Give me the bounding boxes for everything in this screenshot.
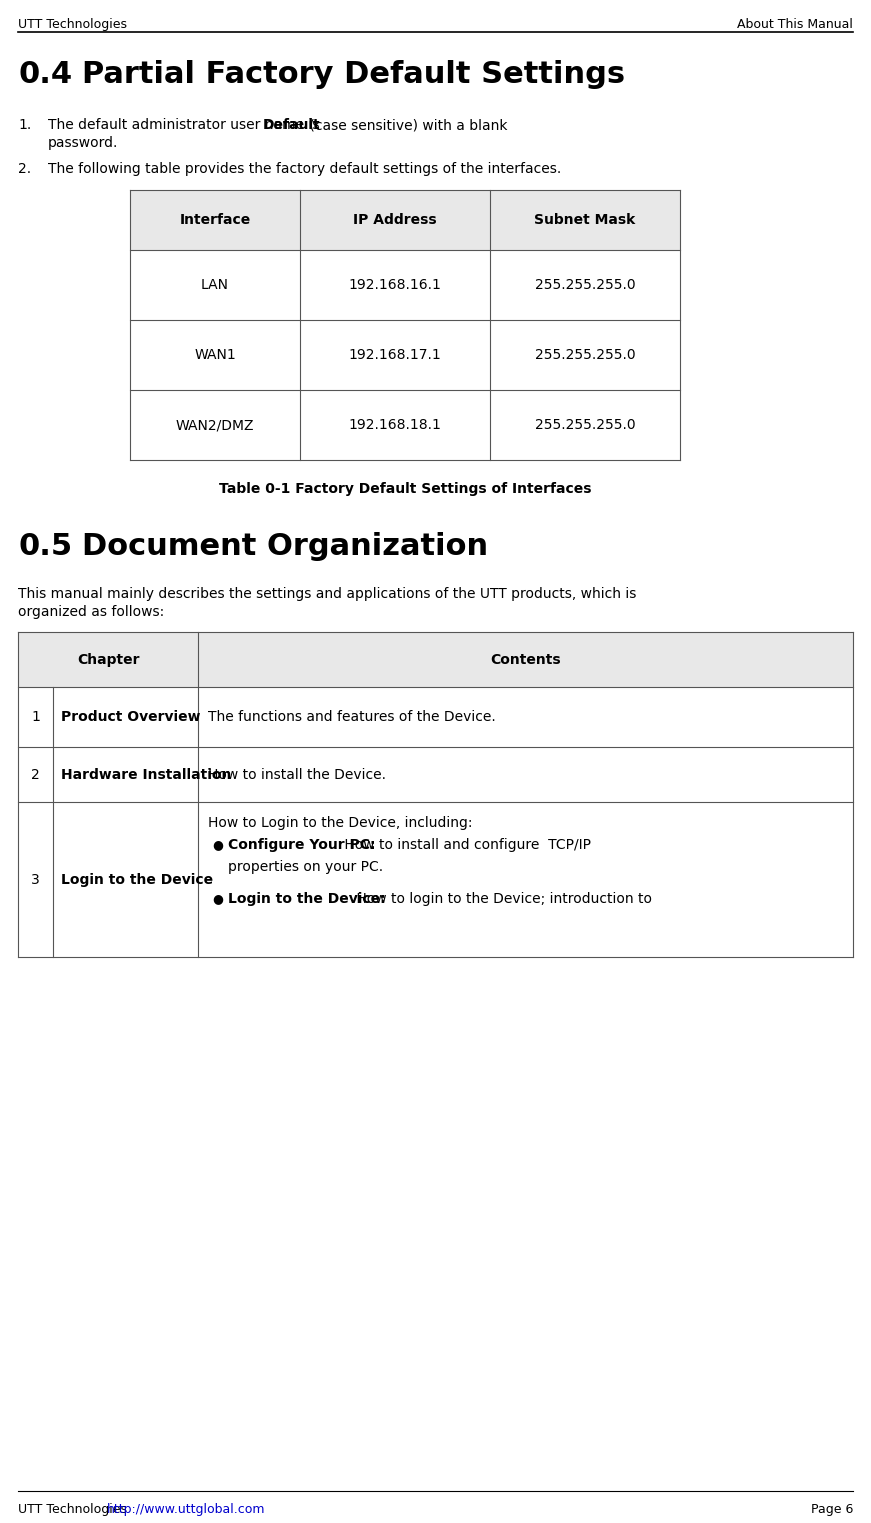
Text: Product Overview: Product Overview — [61, 710, 200, 723]
Text: organized as follows:: organized as follows: — [18, 605, 165, 618]
Bar — [18, 632, 853, 687]
Text: 192.168.17.1: 192.168.17.1 — [348, 347, 442, 362]
Text: UTT Technologies: UTT Technologies — [18, 18, 127, 30]
Text: properties on your PC.: properties on your PC. — [228, 860, 383, 874]
Text: The following table provides the factory default settings of the interfaces.: The following table provides the factory… — [48, 161, 561, 177]
Text: Subnet Mask: Subnet Mask — [535, 213, 636, 227]
Text: How to login to the Device; introduction to: How to login to the Device; introduction… — [352, 892, 652, 906]
Text: Login to the Device: Login to the Device — [61, 873, 213, 886]
Text: 192.168.16.1: 192.168.16.1 — [348, 279, 442, 292]
Text: 192.168.18.1: 192.168.18.1 — [348, 417, 442, 433]
Text: Default: Default — [262, 117, 321, 133]
Text: Table 0-1 Factory Default Settings of Interfaces: Table 0-1 Factory Default Settings of In… — [219, 481, 591, 496]
Text: 0.5: 0.5 — [18, 532, 72, 560]
Text: Page 6: Page 6 — [811, 1503, 853, 1515]
Text: ●: ● — [212, 838, 223, 851]
Text: Partial Factory Default Settings: Partial Factory Default Settings — [82, 59, 625, 88]
Text: (case sensitive) with a blank: (case sensitive) with a blank — [305, 117, 507, 133]
Text: 2: 2 — [31, 768, 40, 781]
Text: 0.4: 0.4 — [18, 59, 72, 88]
Text: LAN: LAN — [201, 279, 229, 292]
Text: How to install the Device.: How to install the Device. — [208, 768, 386, 781]
Text: The functions and features of the Device.: The functions and features of the Device… — [208, 710, 496, 723]
Text: WAN2/DMZ: WAN2/DMZ — [176, 417, 254, 433]
Text: http://www.uttglobal.com: http://www.uttglobal.com — [106, 1503, 265, 1515]
Text: password.: password. — [48, 136, 118, 149]
Text: Chapter: Chapter — [77, 652, 139, 667]
Text: 255.255.255.0: 255.255.255.0 — [535, 347, 635, 362]
Text: Document Organization: Document Organization — [82, 532, 488, 560]
Text: Hardware Installation: Hardware Installation — [61, 768, 232, 781]
Text: Interface: Interface — [179, 213, 251, 227]
Text: 1.: 1. — [18, 117, 31, 133]
Text: Login to the Device:: Login to the Device: — [228, 892, 386, 906]
Text: How to Login to the Device, including:: How to Login to the Device, including: — [208, 816, 472, 830]
Text: 1: 1 — [31, 710, 40, 723]
Text: Contents: Contents — [490, 652, 561, 667]
Text: About This Manual: About This Manual — [737, 18, 853, 30]
Text: IP Address: IP Address — [353, 213, 437, 227]
Text: Configure Your PC:: Configure Your PC: — [228, 838, 375, 851]
Text: How to install and configure  TCP/IP: How to install and configure TCP/IP — [340, 838, 591, 851]
Text: 2.: 2. — [18, 161, 31, 177]
Text: 255.255.255.0: 255.255.255.0 — [535, 279, 635, 292]
Text: UTT Technologies: UTT Technologies — [18, 1503, 131, 1515]
Text: This manual mainly describes the settings and applications of the UTT products, : This manual mainly describes the setting… — [18, 586, 637, 602]
Text: WAN1: WAN1 — [194, 347, 236, 362]
Bar — [130, 190, 680, 250]
Text: 3: 3 — [31, 873, 40, 886]
Text: ●: ● — [212, 892, 223, 905]
Text: The default administrator user name is: The default administrator user name is — [48, 117, 324, 133]
Text: 255.255.255.0: 255.255.255.0 — [535, 417, 635, 433]
